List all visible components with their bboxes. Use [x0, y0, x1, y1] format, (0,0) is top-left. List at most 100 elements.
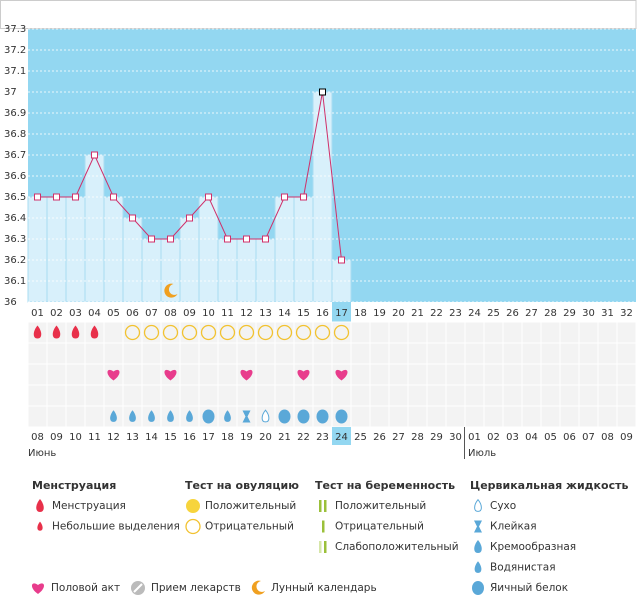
- icon-heart: [297, 369, 310, 381]
- temp-bar: [217, 238, 238, 303]
- temp-point: [34, 193, 41, 201]
- date-label: 01: [468, 432, 481, 443]
- top-area: [0, 0, 637, 29]
- drop: [129, 410, 136, 422]
- day-label: 17: [335, 308, 348, 319]
- date-label: 18: [221, 432, 234, 443]
- temp-point: [167, 235, 174, 243]
- day-label: 13: [259, 308, 272, 319]
- day-label: 02: [50, 308, 63, 319]
- day-label: 25: [487, 308, 500, 319]
- egg: [335, 409, 348, 424]
- temp-point: [129, 214, 136, 222]
- date-label: 09: [50, 432, 63, 443]
- day-label: 16: [316, 308, 329, 319]
- y-tick-label: 36.9: [4, 108, 26, 119]
- circle: [219, 324, 236, 341]
- temp-point: [53, 193, 60, 201]
- temp-point: [205, 193, 212, 201]
- temp-point: [110, 193, 117, 201]
- icon-circle: [200, 324, 217, 341]
- temp-point: [186, 214, 193, 222]
- icon-drop-red: [71, 325, 80, 339]
- drop: [90, 325, 99, 339]
- day-label: 14: [278, 308, 291, 319]
- icon-drop-red: [36, 499, 44, 512]
- bar: [322, 520, 325, 533]
- icon-fl-water: [167, 410, 174, 422]
- heart: [335, 369, 348, 381]
- current-day: [332, 302, 351, 322]
- temp-bar: [103, 196, 124, 303]
- circle: [257, 324, 274, 341]
- day-label: 31: [601, 308, 614, 319]
- pill-line: [133, 583, 143, 593]
- icon-moon: [164, 283, 178, 298]
- icon-fl-egg: [316, 409, 329, 424]
- circle: [333, 324, 350, 341]
- temp-point: [338, 256, 345, 264]
- icon-drop-red-small: [37, 521, 43, 531]
- temp-point: [224, 235, 231, 243]
- icon-drop-red: [52, 325, 61, 339]
- legend-label: Отрицательный: [335, 521, 424, 533]
- legend-title: Тест на беременность: [315, 479, 455, 492]
- circle: [276, 324, 293, 341]
- day-label: 10: [202, 308, 215, 319]
- date-label: 27: [392, 432, 405, 443]
- icon-circle: [276, 324, 293, 341]
- heart: [164, 369, 177, 381]
- drop: [110, 410, 117, 422]
- legend-title: Цервикальная жидкость: [470, 479, 628, 492]
- day-label: 28: [544, 308, 557, 319]
- drop: [261, 409, 270, 423]
- icon-fl-sticky: [242, 410, 251, 423]
- egg: [316, 409, 329, 424]
- legend-label: Водянистая: [490, 562, 556, 574]
- temp-point: [262, 235, 269, 243]
- legend-title: Менструация: [32, 479, 116, 492]
- day-label: 24: [468, 308, 481, 319]
- date-label: 20: [259, 432, 272, 443]
- drop: [36, 499, 44, 512]
- day-label: 27: [525, 308, 538, 319]
- drop: [52, 325, 61, 339]
- day-label: 23: [449, 308, 462, 319]
- date-label: 04: [525, 432, 538, 443]
- y-tick-label: 37.2: [4, 45, 26, 56]
- date-label: 21: [278, 432, 291, 443]
- bar: [324, 500, 327, 512]
- icon-preg-neg: [322, 520, 325, 533]
- circle: [186, 499, 200, 513]
- temp-bar: [293, 196, 314, 303]
- date-label: 08: [601, 432, 614, 443]
- y-tick-label: 36.6: [4, 171, 26, 182]
- icon-drop-red: [90, 325, 99, 339]
- current-date: [332, 427, 351, 445]
- drop: [37, 521, 43, 531]
- hourglass: [242, 410, 251, 423]
- icon-circle: [185, 518, 201, 535]
- icon-fl-water: [110, 410, 117, 422]
- date-label: 24: [335, 432, 348, 443]
- date-label: 10: [69, 432, 82, 443]
- drop: [224, 410, 231, 422]
- temp-bar: [160, 238, 181, 303]
- legend-label: Положительный: [205, 500, 296, 512]
- y-tick-label: 36: [4, 297, 17, 308]
- legend-label: Лунный календарь: [271, 582, 377, 594]
- temp-point: [319, 88, 326, 96]
- y-tick-label: 36.2: [4, 255, 26, 266]
- icon-circle: [162, 324, 179, 341]
- day-label: 04: [88, 308, 101, 319]
- day-label: 26: [506, 308, 519, 319]
- date-label: 25: [354, 432, 367, 443]
- legend-label: Сухо: [490, 500, 516, 512]
- egg: [202, 409, 215, 424]
- circle: [181, 324, 198, 341]
- drop: [186, 410, 193, 422]
- temp-bar: [65, 196, 86, 303]
- icon-fl-egg: [335, 409, 348, 424]
- legend-label: Слабоположительный: [335, 541, 459, 553]
- date-label: 03: [506, 432, 519, 443]
